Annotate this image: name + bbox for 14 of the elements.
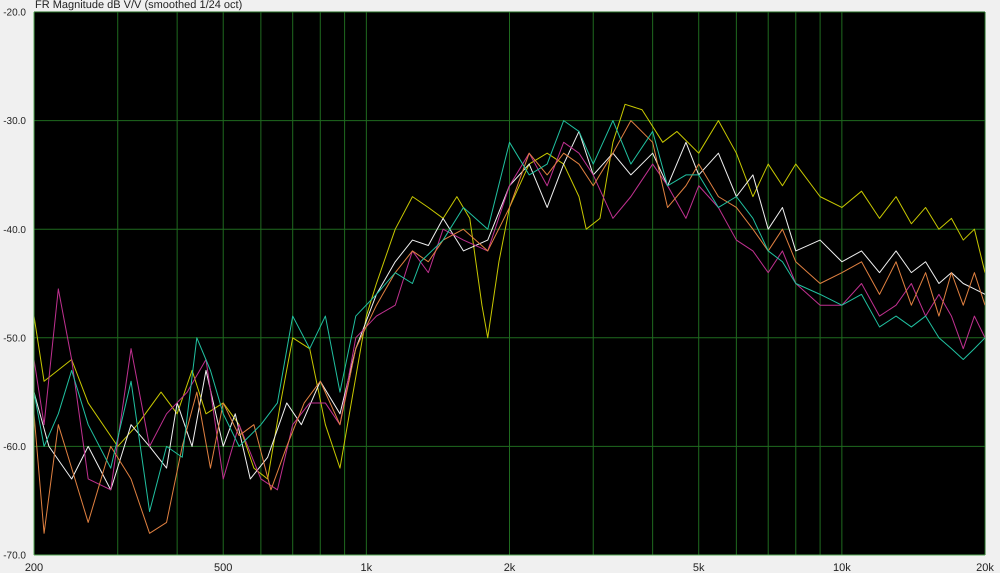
x-tick-label: 200 [24, 562, 44, 573]
y-tick-label: -40.0 [3, 224, 26, 236]
y-tick-label: -60.0 [3, 442, 26, 453]
x-tick-label: 500 [214, 562, 232, 573]
x-tick-label: 2k [504, 562, 516, 573]
y-tick-label: -20.0 [3, 8, 26, 19]
x-tick-label: 20k [976, 562, 994, 573]
y-tick-label: -70.0 [3, 550, 26, 562]
chart-title: FR Magnitude dB V/V (smoothed 1/24 oct) [35, 0, 242, 11]
x-tick-label: 5k [692, 562, 706, 573]
y-tick-label: -50.0 [3, 333, 26, 344]
x-tick-label: 1k [360, 562, 373, 573]
y-tick-label: -30.0 [3, 116, 26, 128]
x-tick-label: 10k [832, 562, 852, 573]
